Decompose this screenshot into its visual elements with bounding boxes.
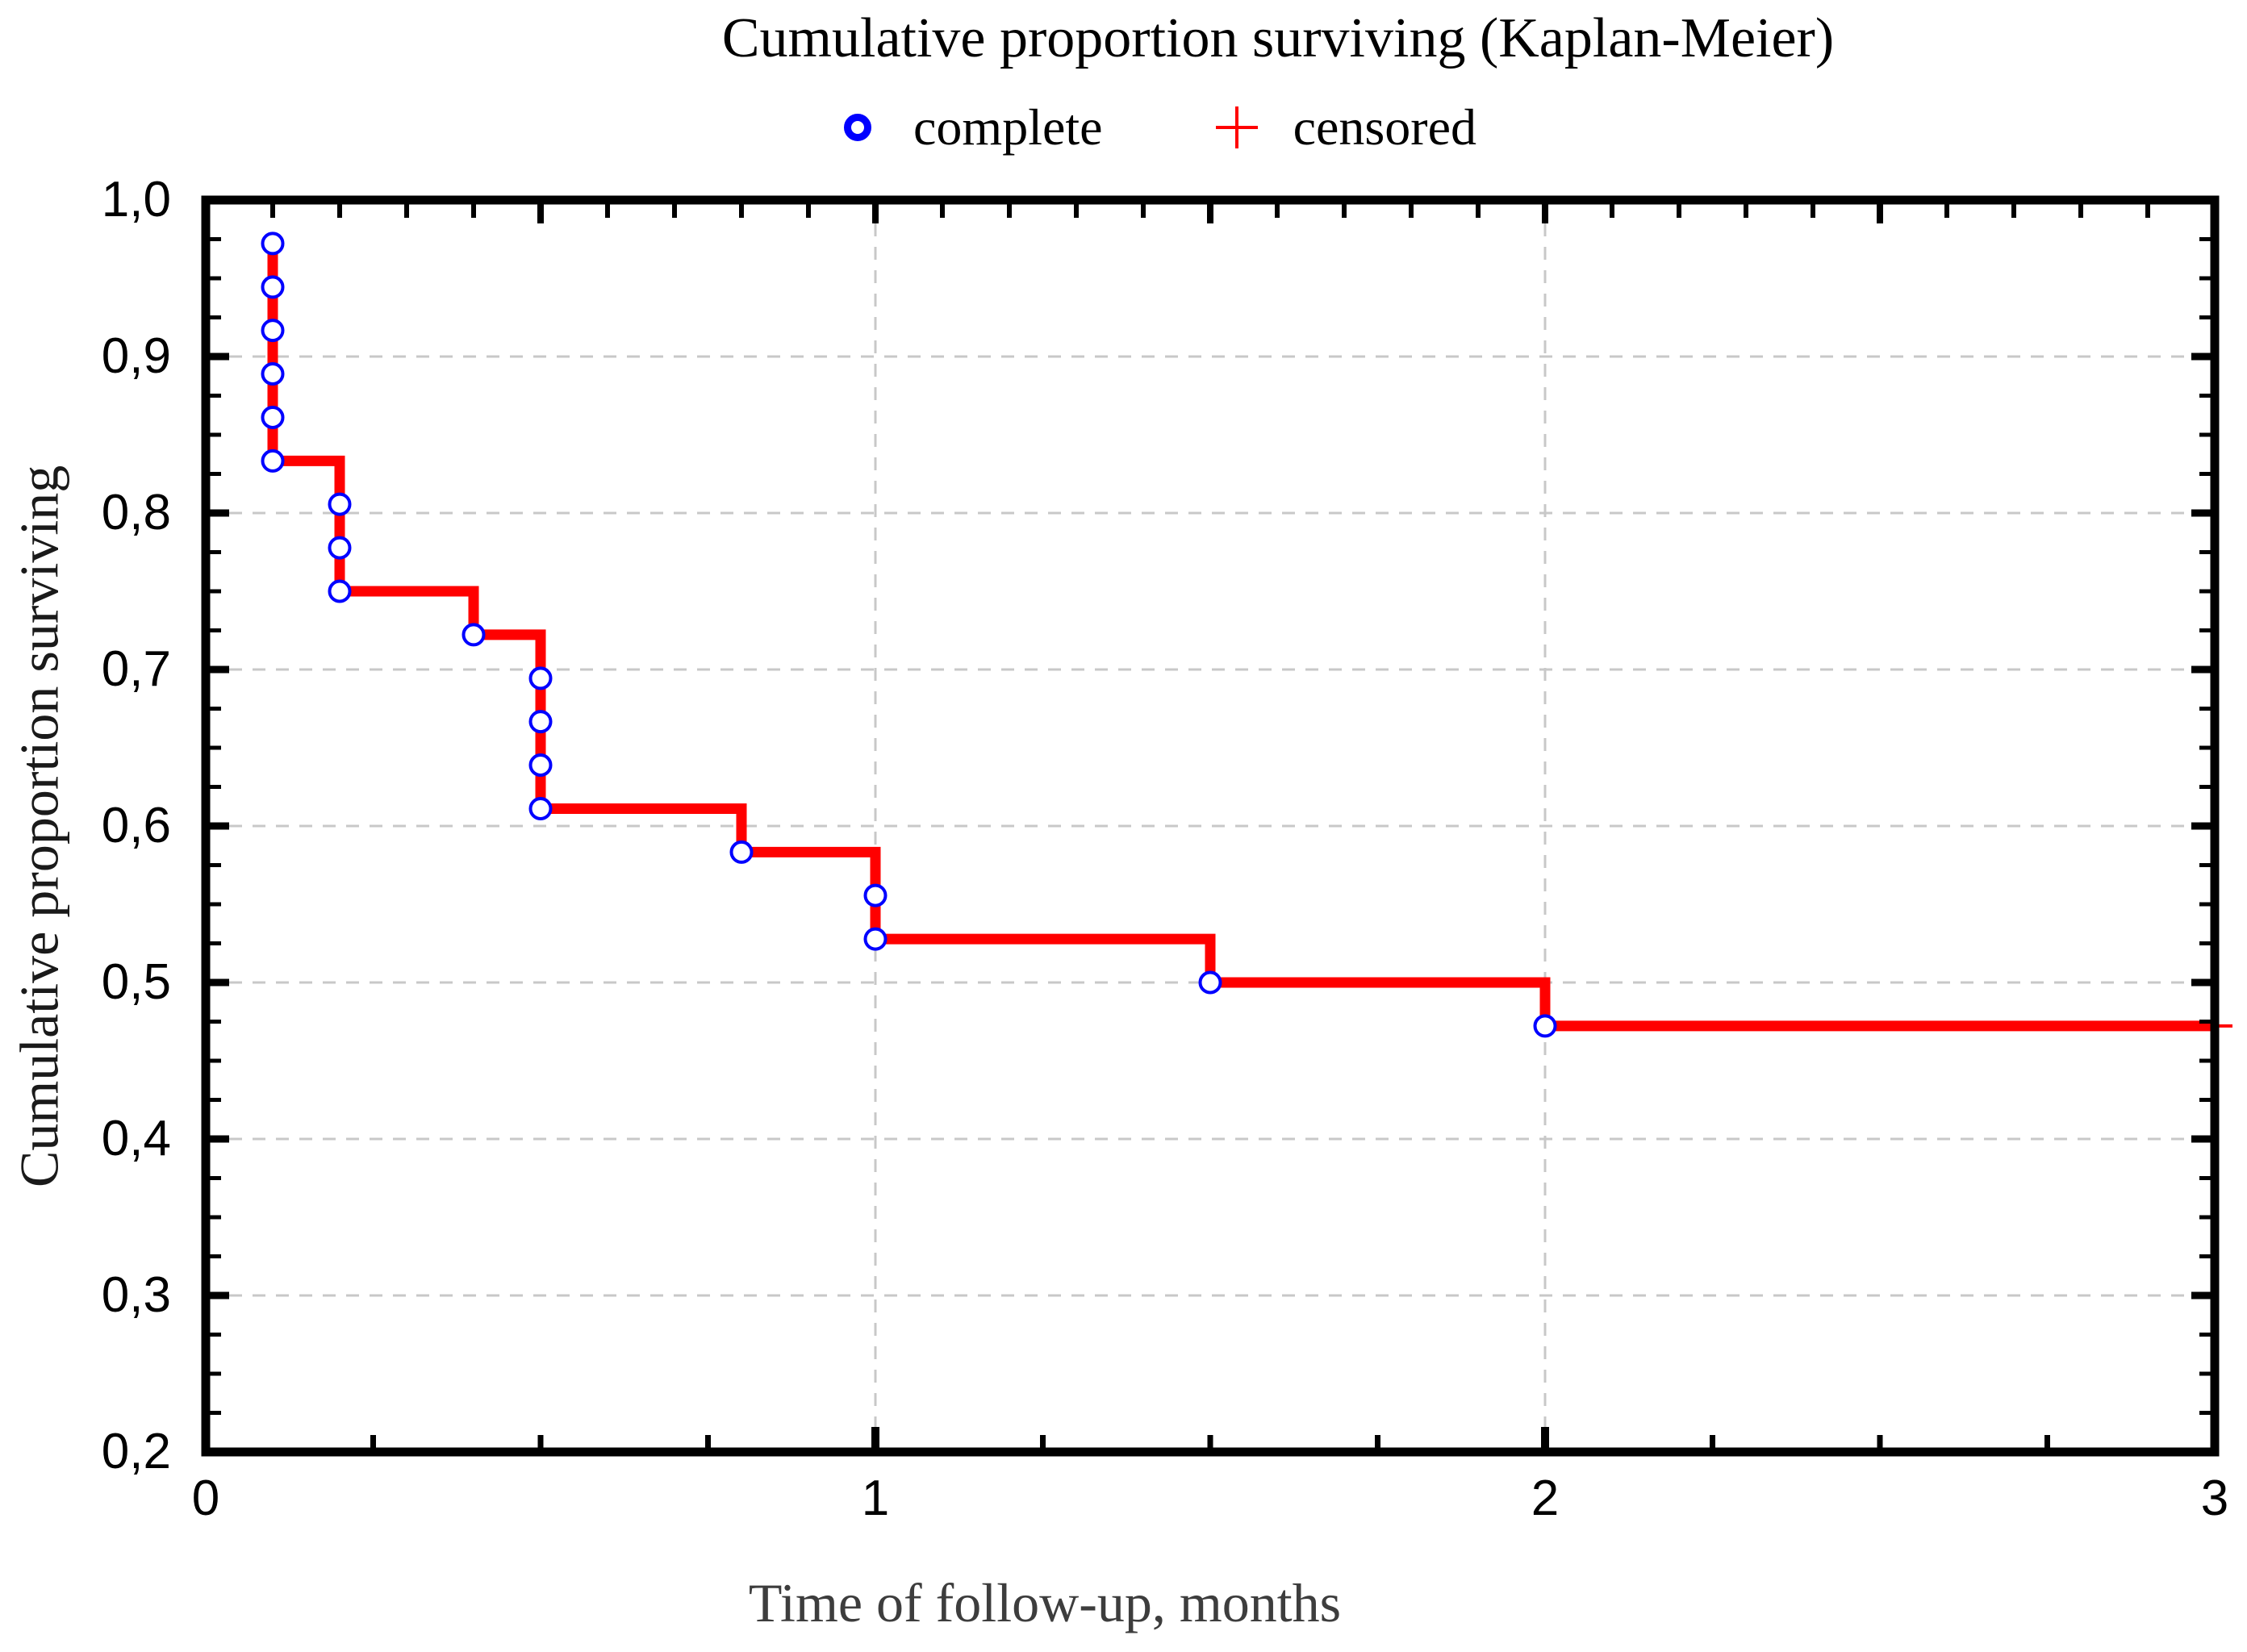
complete-event-marker bbox=[528, 710, 553, 734]
x-axis-title: Time of follow-up, months bbox=[748, 1572, 1342, 1633]
x-tick-label: 3 bbox=[2200, 1471, 2229, 1526]
legend: complete censored bbox=[844, 94, 1476, 161]
y-tick-label: 0,4 bbox=[101, 1111, 171, 1166]
complete-event-marker bbox=[261, 232, 285, 256]
complete-event-marker bbox=[261, 319, 285, 343]
legend-label-complete: complete bbox=[913, 98, 1103, 156]
y-tick-label: 0,3 bbox=[101, 1267, 171, 1323]
y-tick-label: 0,9 bbox=[101, 328, 171, 384]
legend-label-censored: censored bbox=[1293, 98, 1476, 156]
plot-frame bbox=[201, 195, 2220, 1457]
y-tick-label: 1,0 bbox=[101, 172, 171, 227]
complete-event-marker bbox=[1533, 1014, 1557, 1038]
complete-event-marker bbox=[261, 275, 285, 299]
y-tick-label: 0,5 bbox=[101, 954, 171, 1010]
complete-circle-icon bbox=[844, 114, 871, 141]
y-tick-label: 0,7 bbox=[101, 641, 171, 697]
complete-event-marker bbox=[328, 579, 352, 603]
complete-event-marker bbox=[863, 927, 888, 951]
x-tick-label: 0 bbox=[191, 1471, 220, 1526]
complete-event-marker bbox=[328, 536, 352, 560]
y-tick-label: 0,6 bbox=[101, 798, 171, 853]
complete-event-marker bbox=[261, 362, 285, 386]
complete-event-marker bbox=[261, 406, 285, 429]
censored-plus-icon bbox=[1215, 106, 1258, 148]
complete-event-marker bbox=[528, 797, 553, 820]
y-tick-label: 0,2 bbox=[101, 1424, 171, 1479]
chart-title: Cumulative proportion surviving (Kaplan-… bbox=[721, 7, 1835, 69]
complete-event-marker bbox=[863, 883, 888, 907]
survival-step-curve bbox=[267, 243, 2215, 1032]
x-tick-label: 2 bbox=[1531, 1471, 1560, 1526]
complete-event-marker bbox=[261, 448, 285, 473]
complete-event-marker bbox=[528, 666, 553, 690]
complete-event-marker bbox=[328, 492, 352, 516]
complete-event-marker bbox=[528, 753, 553, 777]
complete-event-marker bbox=[729, 840, 754, 864]
y-tick-label: 0,8 bbox=[101, 485, 171, 540]
x-tick-label: 1 bbox=[861, 1471, 890, 1526]
complete-event-marker bbox=[462, 623, 486, 647]
complete-event-marker bbox=[1198, 970, 1222, 995]
